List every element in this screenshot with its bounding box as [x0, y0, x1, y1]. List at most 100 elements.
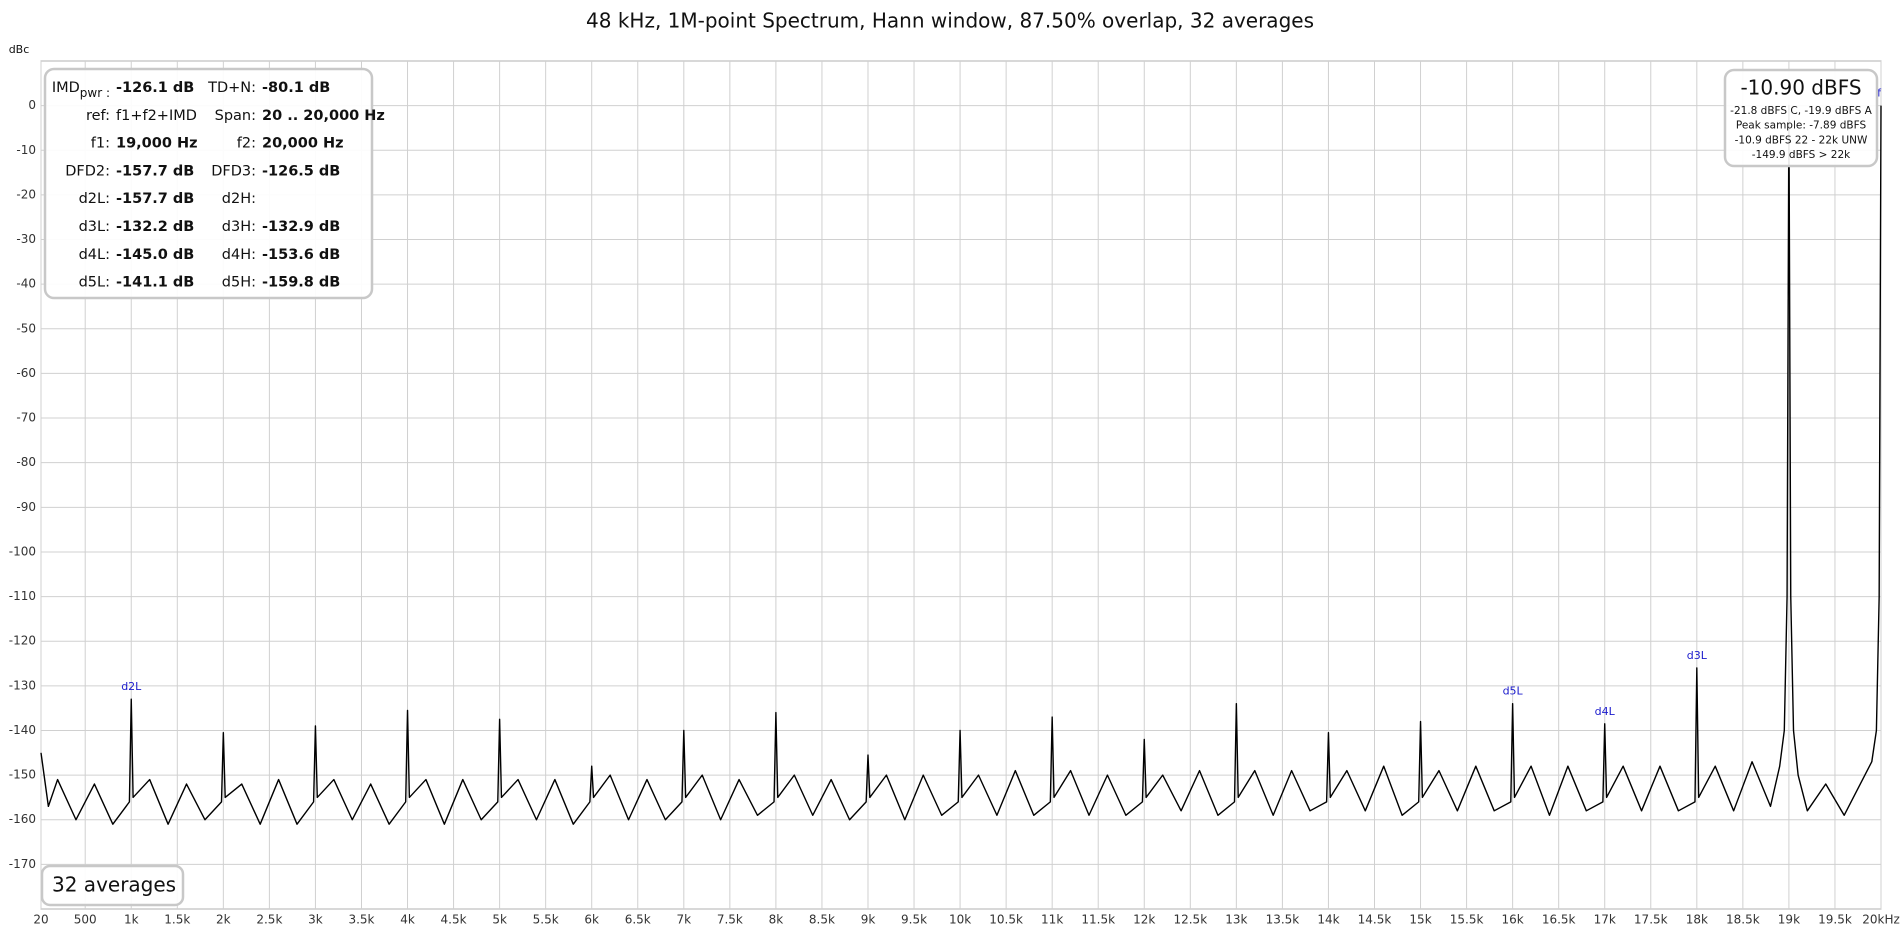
level-box [1723, 68, 1879, 168]
x-tick-label: 18k [1686, 913, 1708, 927]
info-key: f1: [91, 136, 110, 152]
x-tick-label: 7k [677, 913, 692, 927]
info-key: d5L: [79, 275, 110, 291]
y-tick-label: -100 [9, 544, 36, 558]
info-value: f1+f2+IMD [116, 108, 197, 124]
level-line: -149.9 dBFS > 22k [1752, 149, 1851, 161]
y-tick-label: -90 [16, 500, 36, 514]
y-tick-label: -170 [9, 857, 36, 871]
info-key-main: IMD [52, 80, 80, 96]
x-tick-label: 13.5k [1266, 913, 1300, 927]
x-tick-label: 10.5k [989, 913, 1023, 927]
x-tick-label: 19.5k [1818, 913, 1852, 927]
y-tick-label: -70 [16, 411, 36, 425]
y-tick-label: -120 [9, 634, 36, 648]
y-tick-label: -40 [16, 277, 36, 291]
info-key: DFD3: [211, 163, 256, 179]
x-tick-label: 9k [861, 913, 876, 927]
x-tick-label: 18.5k [1726, 913, 1760, 927]
info-value: -159.8 dB [262, 275, 340, 291]
level-main: -10.90 dBFS [1740, 76, 1861, 100]
x-tick-label: 4k [400, 913, 415, 927]
info-key: d2H: [222, 191, 256, 207]
x-tick-label: 20kHz [1862, 913, 1900, 927]
x-tick-label: 13k [1225, 913, 1247, 927]
level-line: Peak sample: -7.89 dBFS [1736, 120, 1867, 132]
info-value: -141.1 dB [116, 275, 194, 291]
y-tick-label: -60 [16, 366, 36, 380]
x-tick-label: 8k [769, 913, 784, 927]
x-tick-label: 20 [33, 913, 48, 927]
peak-annotation: f [1877, 87, 1882, 100]
info-value: -153.6 dB [262, 247, 340, 263]
y-tick-label: -80 [16, 455, 36, 469]
x-tick-label: 12.5k [1173, 913, 1207, 927]
x-tick-label: 3.5k [348, 913, 374, 927]
info-value: -132.2 dB [116, 219, 194, 235]
x-tick-label: 1.5k [164, 913, 190, 927]
info-key: d2L: [79, 191, 110, 207]
info-value: -157.7 dB [116, 163, 194, 179]
peak-annotation: d4L [1595, 705, 1616, 718]
info-key: ref: [86, 108, 110, 124]
peak-annotation: d5L [1503, 685, 1524, 698]
info-key: d4H: [222, 247, 256, 263]
y-tick-label: -50 [16, 321, 36, 335]
info-value: -126.5 dB [262, 163, 340, 179]
x-tick-label: 11.5k [1081, 913, 1115, 927]
y-tick-label: -160 [9, 812, 36, 826]
averages-box [40, 864, 185, 907]
info-key: IMDpwr : [52, 80, 110, 100]
y-tick-label: 0 [28, 98, 36, 112]
y-tick-label: -140 [9, 723, 36, 737]
x-tick-label: 12k [1133, 913, 1155, 927]
x-tick-label: 16k [1502, 913, 1524, 927]
x-tick-label: 1k [124, 913, 139, 927]
y-tick-label: -30 [16, 232, 36, 246]
level-line: -10.9 dBFS 22 - 22k UNW [1735, 134, 1868, 146]
y-tick-label: -10 [16, 143, 36, 157]
info-value: -126.1 dB [116, 80, 194, 96]
x-tick-label: 14k [1317, 913, 1339, 927]
info-box [43, 67, 374, 300]
x-tick-label: 500 [74, 913, 97, 927]
x-tick-label: 16.5k [1542, 913, 1576, 927]
level-line: -21.8 dBFS C, -19.9 dBFS A [1730, 105, 1872, 117]
x-tick-label: 6k [584, 913, 599, 927]
info-key: DFD2: [65, 163, 110, 179]
x-tick-label: 2k [216, 913, 231, 927]
x-tick-label: 15k [1409, 913, 1431, 927]
x-tick-label: 5k [492, 913, 507, 927]
info-value: -157.7 dB [116, 191, 194, 207]
x-tick-label: 2.5k [256, 913, 282, 927]
averages-label: 32 averages [52, 873, 176, 897]
x-tick-label: 7.5k [717, 913, 743, 927]
peak-annotation: d2L [121, 680, 142, 693]
info-key: Span: [215, 108, 256, 124]
info-key: d5H: [222, 275, 256, 291]
info-value: -80.1 dB [262, 80, 330, 96]
info-value: -132.9 dB [262, 219, 340, 235]
info-key: d3L: [79, 219, 110, 235]
x-tick-label: 17.5k [1634, 913, 1668, 927]
x-tick-label: 5.5k [533, 913, 559, 927]
y-tick-label: -20 [16, 187, 36, 201]
info-value: 20 .. 20,000 Hz [262, 108, 385, 124]
x-tick-label: 6.5k [625, 913, 651, 927]
info-key: d4L: [79, 247, 110, 263]
spectrum-line [40, 104, 1882, 825]
x-tick-label: 15.5k [1450, 913, 1484, 927]
y-tick-label: -150 [9, 768, 36, 782]
x-tick-label: 3k [308, 913, 323, 927]
info-key: f2: [237, 136, 256, 152]
x-tick-label: 17k [1594, 913, 1616, 927]
x-tick-label: 11k [1041, 913, 1063, 927]
x-tick-label: 9.5k [901, 913, 927, 927]
x-tick-label: 14.5k [1358, 913, 1392, 927]
info-key: TD+N: [207, 80, 256, 96]
chart-title: 48 kHz, 1M-point Spectrum, Hann window, … [586, 9, 1314, 33]
x-tick-label: 4.5k [441, 913, 467, 927]
peak-annotation: d3L [1687, 649, 1708, 662]
